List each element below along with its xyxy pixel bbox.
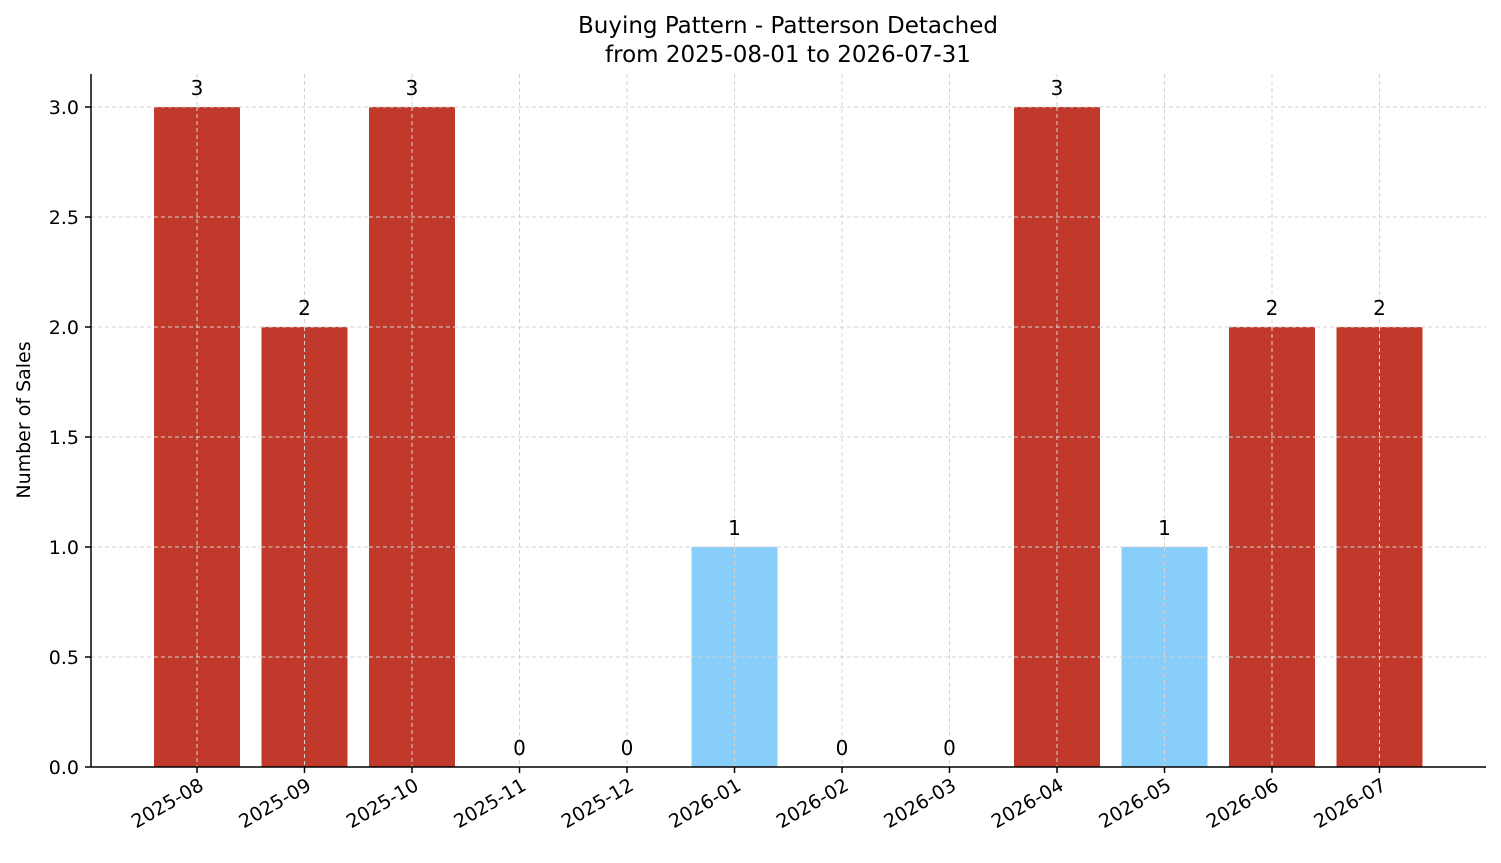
y-tick-label: 1.5	[49, 427, 79, 449]
x-tick-label-2026-03: 2026-03	[880, 774, 960, 833]
y-axis-label: Number of Sales	[13, 341, 35, 498]
data-label-2025-11: 0	[513, 736, 526, 760]
bar-layer	[154, 106, 1423, 767]
y-tick-label: 0.0	[49, 757, 79, 779]
chart-title-line-1: Buying Pattern - Patterson Detached	[578, 13, 998, 39]
x-tick-label-2026-05: 2026-05	[1095, 774, 1175, 833]
data-label-2025-09: 2	[298, 296, 311, 320]
y-tick-label: 1.0	[49, 537, 79, 559]
data-label-2025-08: 3	[191, 76, 204, 100]
data-label-2025-10: 3	[406, 76, 419, 100]
x-tick-label-2026-01: 2026-01	[665, 774, 745, 833]
chart-title-line-2: from 2025-08-01 to 2026-07-31	[605, 42, 971, 68]
x-tick-label-2025-11: 2025-11	[450, 774, 530, 833]
x-tick-label-2026-02: 2026-02	[773, 774, 853, 833]
y-tick-label: 2.0	[49, 317, 79, 339]
x-tick-label-2025-08: 2025-08	[128, 774, 208, 833]
x-tick-label-2025-12: 2025-12	[558, 774, 638, 833]
x-tick-label-2026-07: 2026-07	[1310, 774, 1390, 833]
data-label-2026-07: 2	[1373, 296, 1386, 320]
data-label-2025-12: 0	[621, 736, 634, 760]
data-label-layer: 3 2 3 0 0 1 0 0 3 1 2 2	[191, 76, 1386, 760]
x-tick-label-2026-04: 2026-04	[988, 774, 1068, 833]
data-label-2026-05: 1	[1158, 516, 1171, 540]
y-tick-label: 3.0	[49, 97, 79, 119]
y-tick-label: 2.5	[49, 207, 79, 229]
x-tick-label-2026-06: 2026-06	[1203, 774, 1283, 833]
y-tick-label: 0.5	[49, 647, 79, 669]
data-label-2026-01: 1	[728, 516, 741, 540]
data-label-2026-02: 0	[836, 736, 849, 760]
data-label-2026-04: 3	[1051, 76, 1064, 100]
x-tick-label-2025-09: 2025-09	[235, 774, 315, 833]
x-tick-label-2025-10: 2025-10	[343, 774, 423, 833]
data-label-2026-06: 2	[1266, 296, 1279, 320]
data-label-2026-03: 0	[943, 736, 956, 760]
